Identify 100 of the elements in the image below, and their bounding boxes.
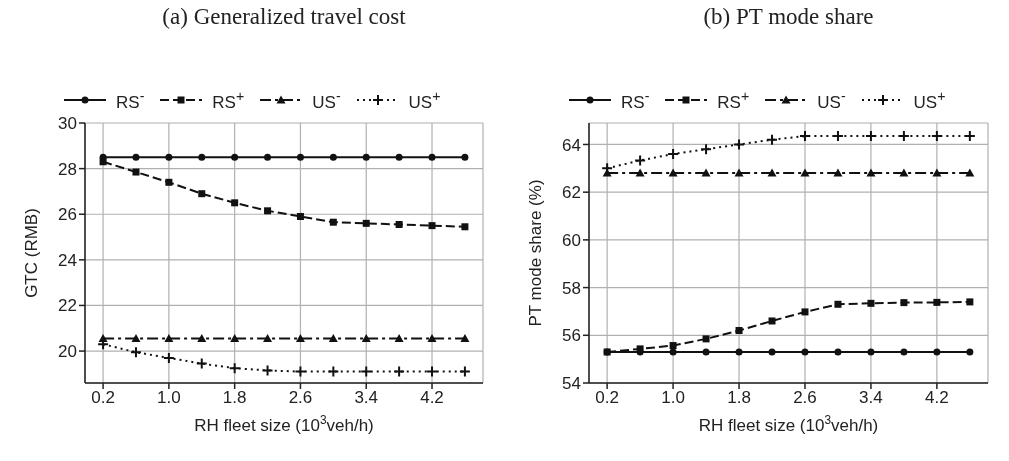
y-tick-label: 62 (562, 183, 581, 203)
point (899, 168, 909, 177)
point (165, 178, 173, 186)
legend-label: RS$^{-}$ (116, 88, 145, 113)
point (768, 317, 776, 325)
point (900, 299, 908, 307)
point (360, 365, 373, 378)
point (296, 213, 304, 221)
point (767, 168, 777, 177)
x-tick-label: 0.2 (91, 388, 115, 408)
point (395, 153, 403, 161)
point (965, 168, 975, 177)
point (132, 153, 140, 161)
y-tick-label: 58 (562, 278, 581, 298)
point (702, 348, 710, 356)
point (461, 153, 469, 161)
point (833, 168, 843, 177)
point (362, 153, 370, 161)
point (702, 335, 710, 343)
x-tick-label: 1.0 (661, 388, 685, 408)
point (701, 168, 711, 177)
x-tick-label: 2.6 (288, 388, 313, 408)
point (768, 348, 776, 356)
legend-label: RS$^{+}$ (717, 88, 750, 113)
point (296, 153, 304, 161)
x-tick-label: 2.6 (793, 388, 817, 408)
y-tick-label: 24 (58, 250, 77, 270)
point (932, 168, 942, 177)
point (328, 334, 338, 343)
point (669, 342, 677, 350)
x-tick-label: 4.2 (925, 388, 949, 408)
point (231, 199, 239, 207)
point (294, 365, 307, 378)
point (231, 153, 239, 161)
point (261, 364, 274, 377)
point (99, 158, 107, 166)
point (460, 334, 470, 343)
point (735, 327, 743, 335)
x-tick-label: 3.4 (859, 388, 883, 408)
point (228, 362, 241, 375)
y-tick-label: 26 (58, 205, 77, 225)
point (362, 219, 370, 227)
y-axis-title: PT mode share (%) (526, 179, 545, 327)
y-tick-label: 20 (58, 342, 77, 362)
point (427, 334, 437, 343)
legend-label: US$^{+}$ (913, 88, 946, 113)
point (801, 348, 809, 356)
legend-label: US$^{-}$ (312, 88, 341, 113)
y-tick-label: 60 (562, 230, 581, 250)
point (164, 334, 174, 343)
point (458, 365, 471, 378)
point (132, 168, 140, 176)
point (264, 153, 272, 161)
point (933, 348, 941, 356)
chart-title: (b) PT mode share (702, 4, 875, 30)
point (395, 220, 403, 228)
point (900, 348, 908, 356)
y-axis-title: GTC (RMB) (22, 208, 41, 298)
legend-label: RS$^{+}$ (212, 88, 245, 113)
x-tick-label: 1.8 (727, 388, 751, 408)
chart-title: (a) Generalized travel cost (161, 4, 407, 30)
point (801, 308, 809, 316)
point (329, 218, 337, 226)
point (195, 357, 208, 370)
point (165, 153, 173, 161)
x-axis-title: RH fleet size (10$^{3}$veh/h) (194, 413, 374, 435)
point (198, 190, 206, 198)
point (635, 168, 645, 177)
point (668, 168, 678, 177)
point (230, 334, 240, 343)
y-tick-label: 64 (562, 135, 581, 155)
x-tick-label: 1.0 (157, 388, 181, 408)
point (295, 334, 305, 343)
point (966, 348, 974, 356)
legend-label: US$^{-}$ (817, 88, 846, 113)
x-tick-label: 1.8 (222, 388, 247, 408)
point (393, 365, 406, 378)
point (327, 365, 340, 378)
y-tick-label: 56 (562, 326, 581, 346)
point (966, 298, 974, 306)
y-tick-label: 54 (562, 374, 581, 394)
legend-label: RS$^{-}$ (621, 88, 650, 113)
point (263, 334, 273, 343)
y-tick-label: 22 (58, 296, 77, 316)
point (461, 223, 469, 231)
point (800, 168, 810, 177)
point (867, 299, 875, 307)
point (734, 168, 744, 177)
point (428, 222, 436, 230)
point (834, 348, 842, 356)
point (198, 153, 206, 161)
point (264, 207, 272, 215)
point (428, 153, 436, 161)
point (933, 298, 941, 306)
point (735, 348, 743, 356)
point (197, 334, 207, 343)
point (700, 143, 713, 156)
y-tick-label: 30 (58, 114, 77, 134)
x-axis-title: RH fleet size (10$^{3}$veh/h) (698, 413, 879, 435)
point (394, 334, 404, 343)
